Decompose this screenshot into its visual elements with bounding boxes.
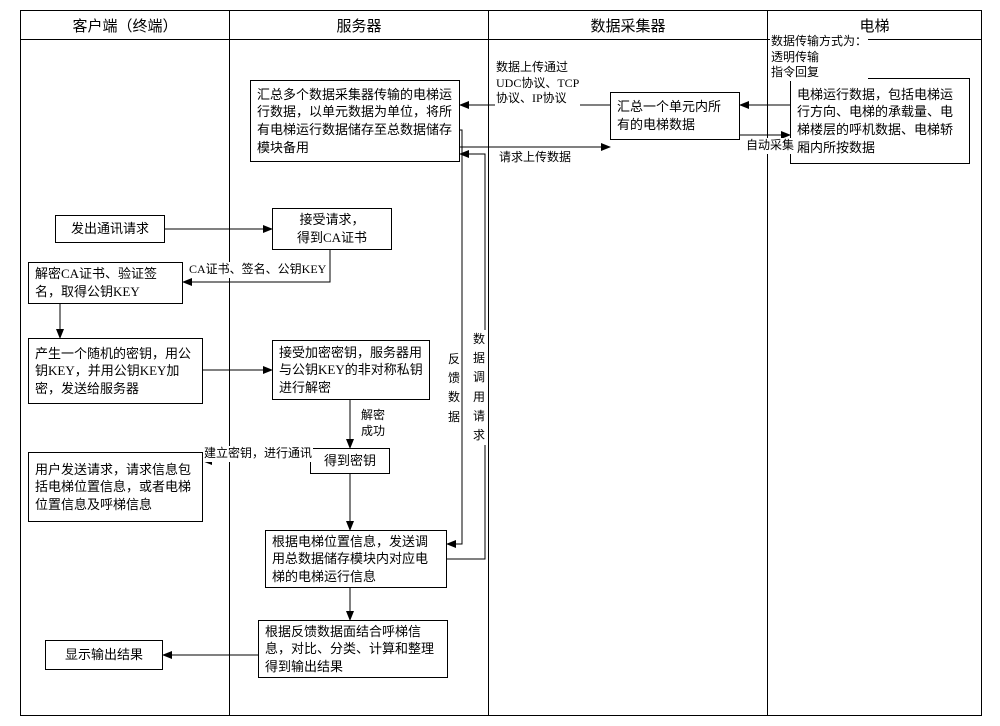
label-transmission: 数据传输方式为： 透明传输 指令回复 <box>770 34 868 81</box>
lane-title: 数据采集器 <box>590 15 665 36</box>
box-server-aggregate: 汇总多个数据采集器传输的电梯运行数据，以单元数据为单位，将所有电梯运行数据储存至… <box>250 80 460 162</box>
box-client-issue-request: 发出通讯请求 <box>55 215 165 243</box>
box-text: 产生一个随机的密钥，用公钥KEY，并用公钥KEY加密，发送给服务器 <box>35 345 196 398</box>
label-udc-protocol: 数据上传通过 UDC协议、TCP 协议、IP协议 <box>495 60 580 107</box>
box-text: 根据电梯位置信息，发送调用总数据储存模块内对应电梯的电梯运行信息 <box>272 533 440 586</box>
box-text: 接受请求， 得到CA证书 <box>297 211 367 246</box>
lane-title: 电梯 <box>859 15 889 36</box>
label-upload-req: 请求上传数据 <box>498 150 572 166</box>
lane-title: 服务器 <box>336 15 381 36</box>
box-text: 得到密钥 <box>324 452 376 470</box>
label-feedback-data: 反 馈 数 据 <box>447 350 461 427</box>
lane-title: 客户端（终端） <box>72 15 177 36</box>
label-establish-key: 建立密钥，进行通讯 <box>203 446 313 462</box>
box-text: 显示输出结果 <box>65 646 143 664</box>
box-server-receive-encrypted: 接受加密密钥，服务器用与公钥KEY的非对称私钥进行解密 <box>272 340 430 400</box>
box-server-accept: 接受请求， 得到CA证书 <box>272 208 392 250</box>
lane-header-client: 客户端（终端） <box>20 10 230 40</box>
box-client-decrypt-ca: 解密CA证书、验证签名，取得公钥KEY <box>28 262 183 304</box>
label-auto-collect: 自动采集 <box>745 138 795 154</box>
box-client-send-request: 用户发送请求，请求信息包括电梯位置信息，或者电梯位置信息及呼梯信息 <box>28 452 203 522</box>
box-elevator-data: 电梯运行数据，包括电梯运行方向、电梯的承载量、电梯楼层的呼机数据、电梯轿厢内所按… <box>790 78 970 164</box>
box-text: 用户发送请求，请求信息包括电梯位置信息，或者电梯位置信息及呼梯信息 <box>35 461 196 514</box>
box-text: 接受加密密钥，服务器用与公钥KEY的非对称私钥进行解密 <box>279 344 423 397</box>
box-server-got-key: 得到密钥 <box>310 448 390 474</box>
swimlane-diagram: 客户端（终端） 服务器 数据采集器 电梯 <box>0 0 1000 726</box>
box-server-dispatch: 根据电梯位置信息，发送调用总数据储存模块内对应电梯的电梯运行信息 <box>265 530 447 588</box>
lane-header-collector: 数据采集器 <box>488 10 768 40</box>
box-text: 汇总多个数据采集器传输的电梯运行数据，以单元数据为单位，将所有电梯运行数据储存至… <box>257 86 453 156</box>
box-text: 电梯运行数据，包括电梯运行方向、电梯的承载量、电梯楼层的呼机数据、电梯轿厢内所按… <box>797 86 963 156</box>
label-ca-key: CA证书、签名、公钥KEY <box>188 262 327 278</box>
label-data-call-req: 数 据 调 用 请 求 <box>472 330 486 445</box>
box-client-generate-key: 产生一个随机的密钥，用公钥KEY，并用公钥KEY加密，发送给服务器 <box>28 338 203 404</box>
box-text: 解密CA证书、验证签名，取得公钥KEY <box>35 265 176 300</box>
lane-body-collector <box>488 39 768 716</box>
box-text: 根据反馈数据面结合呼梯信息，对比、分类、计算和整理得到输出结果 <box>265 623 441 676</box>
label-decrypt-ok: 解密 成功 <box>360 408 386 439</box>
box-client-display: 显示输出结果 <box>45 640 163 670</box>
lane-header-server: 服务器 <box>229 10 489 40</box>
box-collector-aggregate: 汇总一个单元内所有的电梯数据 <box>610 92 740 140</box>
box-text: 汇总一个单元内所有的电梯数据 <box>617 98 733 133</box>
box-server-compute-output: 根据反馈数据面结合呼梯信息，对比、分类、计算和整理得到输出结果 <box>258 620 448 678</box>
box-text: 发出通讯请求 <box>71 220 149 238</box>
